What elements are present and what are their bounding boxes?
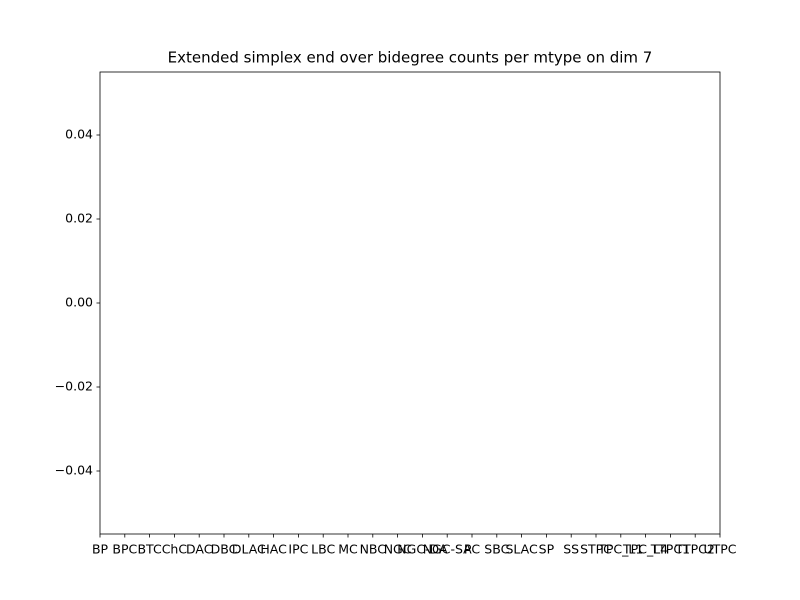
y-tick-label: 0.00	[65, 295, 93, 310]
x-tick-label: DAC	[186, 542, 213, 557]
x-tick-label: BPC	[112, 542, 137, 557]
x-tick-label: SS	[563, 542, 579, 557]
plot-frame	[99, 71, 721, 535]
x-tick-label: TPC_L4	[622, 542, 668, 557]
x-tick-label: TTPC2	[675, 542, 715, 557]
x-tick-label: SLAC	[505, 542, 538, 557]
x-tick-label: SP	[539, 542, 555, 557]
x-tick-label: MC	[338, 542, 358, 557]
y-tick-label: −0.04	[55, 463, 93, 478]
x-tick-label: BP	[92, 542, 109, 557]
chart-title: Extended simplex end over bidegree count…	[168, 49, 653, 67]
x-tick-label: BTC	[137, 542, 161, 557]
x-tick-label: NGC	[384, 542, 412, 557]
x-tick-label: UTPC	[703, 542, 736, 557]
x-tick-label: IPC	[288, 542, 308, 557]
x-tick-label: PC	[464, 542, 481, 557]
x-tick-label: DBC	[211, 542, 238, 557]
y-tick-label: 0.02	[65, 211, 93, 226]
x-tick-label: HAC	[260, 542, 287, 557]
x-tick-label: DLAC	[232, 542, 266, 557]
x-tick-label: NGC-DA	[397, 542, 448, 557]
x-tick-label: NGC-SA	[423, 542, 472, 557]
x-tick-label: STPC	[580, 542, 612, 557]
y-tick-label: 0.04	[65, 127, 93, 142]
y-tick-label: −0.02	[55, 379, 93, 394]
x-tick-label: SBC	[484, 542, 509, 557]
x-tick-label: ChC	[162, 542, 188, 557]
x-tick-label: TTPC1	[650, 542, 690, 557]
x-tick-label: NBC	[360, 542, 387, 557]
x-tick-label: TPC_L1	[597, 542, 643, 557]
x-tick-label: LBC	[311, 542, 335, 557]
